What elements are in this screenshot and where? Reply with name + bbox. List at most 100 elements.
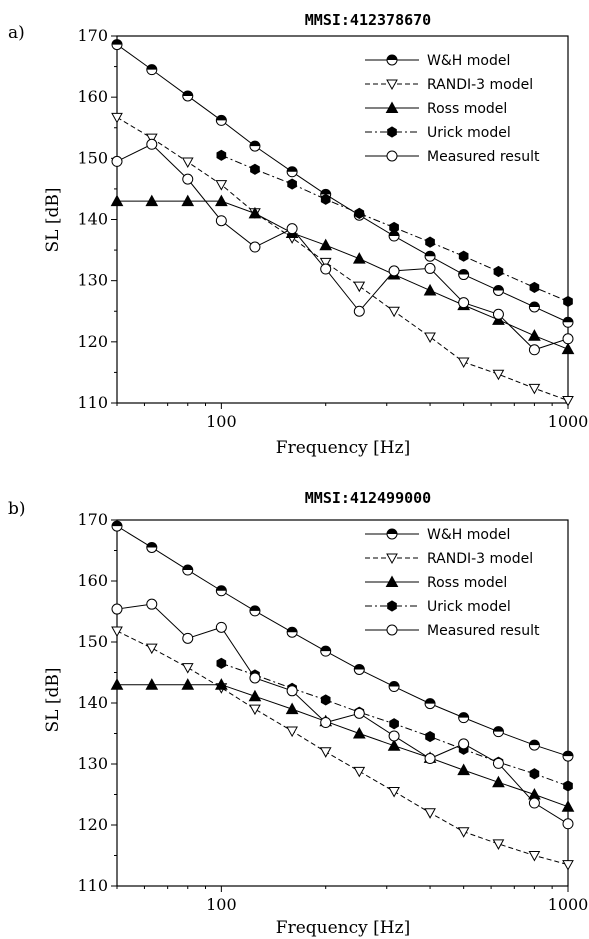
chart-panel-b: b) MMSI:412499000 SL [dB] Frequency [Hz]… [8,489,588,938]
data-point [528,383,541,395]
data-point [216,657,227,669]
y-tick-label: 110 [77,393,108,412]
data-point [492,726,504,738]
data-point [354,207,365,219]
y-tick-label: 150 [77,148,108,167]
legend: W&H model RANDI-3 model Ross model Urick mo… [365,53,540,165]
series-measured-result [111,598,574,830]
data-point [424,332,436,343]
y-tick-label: 140 [77,693,108,712]
data-point [248,689,262,702]
legend-marker [387,126,397,138]
legend-label: Measured result [427,623,540,639]
data-point [146,64,158,76]
data-point [457,827,470,838]
data-point [424,808,436,819]
chart-title: MMSI:412378670 [305,11,431,29]
data-point [388,730,400,742]
data-point [424,753,436,765]
data-point [528,851,541,862]
data-point [111,112,123,124]
data-point [492,369,505,381]
data-point [145,133,158,145]
legend-marker [385,101,399,113]
series-line [117,684,569,808]
series-line [116,603,569,825]
data-point [388,306,400,318]
chart-panel-a: a) MMSI:412378670 SL [dB] Frequency [Hz]… [8,11,588,458]
data-point [286,166,298,178]
data-point [110,678,124,690]
legend-label: RANDI-3 model [427,77,533,93]
data-point [425,730,435,743]
data-point [249,241,261,253]
data-point [388,681,400,693]
data-point [111,520,123,532]
legend-label: Urick model [427,599,511,615]
legend-marker [386,624,398,636]
legend-label: W&H model [427,527,510,543]
data-point [320,193,331,205]
data-point [492,308,504,320]
data-point [111,603,123,615]
data-point [353,707,365,719]
data-point [492,839,505,850]
y-axis-label: SL [dB] [43,188,63,253]
legend-marker [386,54,398,66]
data-point [215,621,227,633]
data-point [424,250,436,262]
data-point [424,698,436,710]
series-line [116,44,569,323]
data-point [145,678,159,690]
y-tick-label: 170 [77,26,108,45]
series-line [221,154,569,302]
data-point [215,678,228,690]
series-measured-result [111,138,574,356]
x-tick-label: 1000 [548,895,589,914]
series-ross-model [110,678,575,812]
data-point [215,585,227,597]
data-point [353,281,366,293]
data-point [146,541,158,553]
data-point [352,726,366,739]
data-point [457,763,470,776]
x-axis-label: Frequency [Hz] [276,438,410,458]
data-point [492,757,504,769]
data-point [458,250,469,262]
data-point [215,194,228,207]
data-point [110,194,124,207]
data-point [182,90,194,102]
plot-area: 110 120 130 140 150 160 170 100 1000 W&H model RAN… [77,510,588,914]
data-point [286,626,298,638]
legend-label: RANDI-3 model [427,551,533,567]
data-point [111,626,123,638]
data-point [181,678,195,690]
series-line [116,116,569,402]
data-point [353,305,365,317]
data-point [181,157,194,169]
data-point [424,262,436,274]
data-point [529,768,540,780]
data-point [145,643,158,655]
data-point [387,739,401,751]
x-tick-label: 100 [206,412,237,431]
data-point [319,257,332,269]
y-tick-label: 160 [77,571,108,590]
data-point [528,787,541,800]
data-point [529,281,540,293]
panel-label: a) [8,23,25,43]
data-point [249,140,261,152]
data-point [528,344,540,356]
data-point [423,283,437,296]
data-point [493,265,504,278]
series-urick-model [216,149,573,308]
data-point [458,712,470,724]
data-point [562,333,574,345]
legend-marker [386,79,398,91]
data-point [320,645,332,657]
y-tick-label: 130 [77,271,108,290]
series-urick-model [216,657,573,792]
data-point [388,786,400,798]
data-point [388,265,400,277]
